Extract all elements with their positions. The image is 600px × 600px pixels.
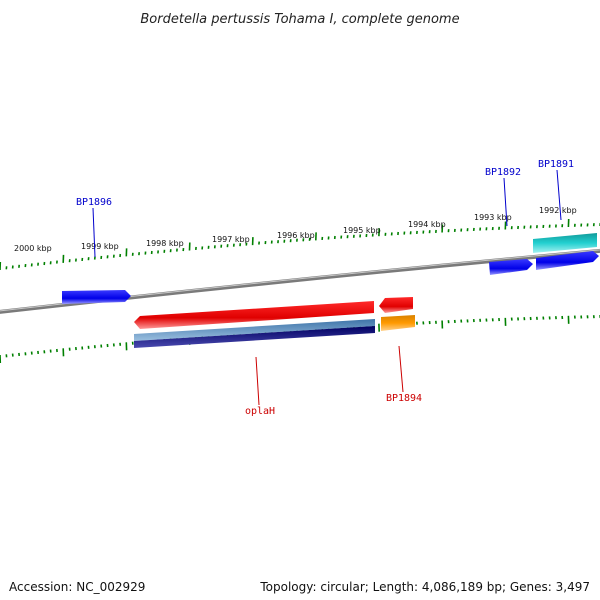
leader-bp1892 [503,177,508,227]
tick-label-2000: 2000 kbp [14,244,52,253]
tick-label-1999: 1999 kbp [81,242,119,251]
outer-tick-ring [0,218,600,271]
tick-label-1996: 1996 kbp [277,231,315,240]
tick-label-1993: 1993 kbp [474,213,512,222]
gene-bp1891[interactable] [536,251,599,270]
accession-text: Accession: NC_002929 [9,580,146,594]
label-bp1894[interactable]: BP1894 [386,393,422,404]
tick-label-1994: 1994 kbp [408,220,446,229]
oplah-domain-1[interactable] [134,319,375,341]
tick-label-1997: 1997 kbp [212,235,250,244]
gene-labels: BP1896 BP1892 BP1891 oplaH BP1894 [76,159,574,417]
label-leaders [92,169,562,406]
gene-bp1894-feature[interactable] [381,315,415,331]
kbp-labels: 2000 kbp 1999 kbp 1998 kbp 1997 kbp 1996… [14,206,577,253]
label-bp1896[interactable]: BP1896 [76,197,112,208]
leader-bp1896 [92,207,96,258]
label-bp1892[interactable]: BP1892 [485,167,521,178]
gene-bp1892[interactable] [489,259,533,275]
inner-tick-ring [0,315,600,364]
gene-bp1891-feature[interactable] [533,233,597,253]
gene-oplah[interactable] [134,301,374,329]
reverse-strand-features [134,297,415,348]
leader-oplah [255,356,260,406]
gene-bp1894[interactable] [379,297,413,313]
tick-label-1998: 1998 kbp [146,239,184,248]
label-oplah[interactable]: oplaH [245,406,275,417]
map-title: Bordetella pertussis Tohama I, complete … [140,12,459,27]
genome-backbone [0,248,600,314]
genome-summary-text: Topology: circular; Length: 4,086,189 bp… [260,580,590,594]
leader-bp1891 [556,169,562,221]
tick-label-1995: 1995 kbp [343,226,381,235]
tick-label-1992: 1992 kbp [539,206,577,215]
gene-bp1896[interactable] [62,290,131,304]
forward-strand-features [62,233,599,304]
oplah-domain-2[interactable] [134,326,375,348]
label-bp1891[interactable]: BP1891 [538,159,574,170]
leader-bp1894 [398,345,404,393]
